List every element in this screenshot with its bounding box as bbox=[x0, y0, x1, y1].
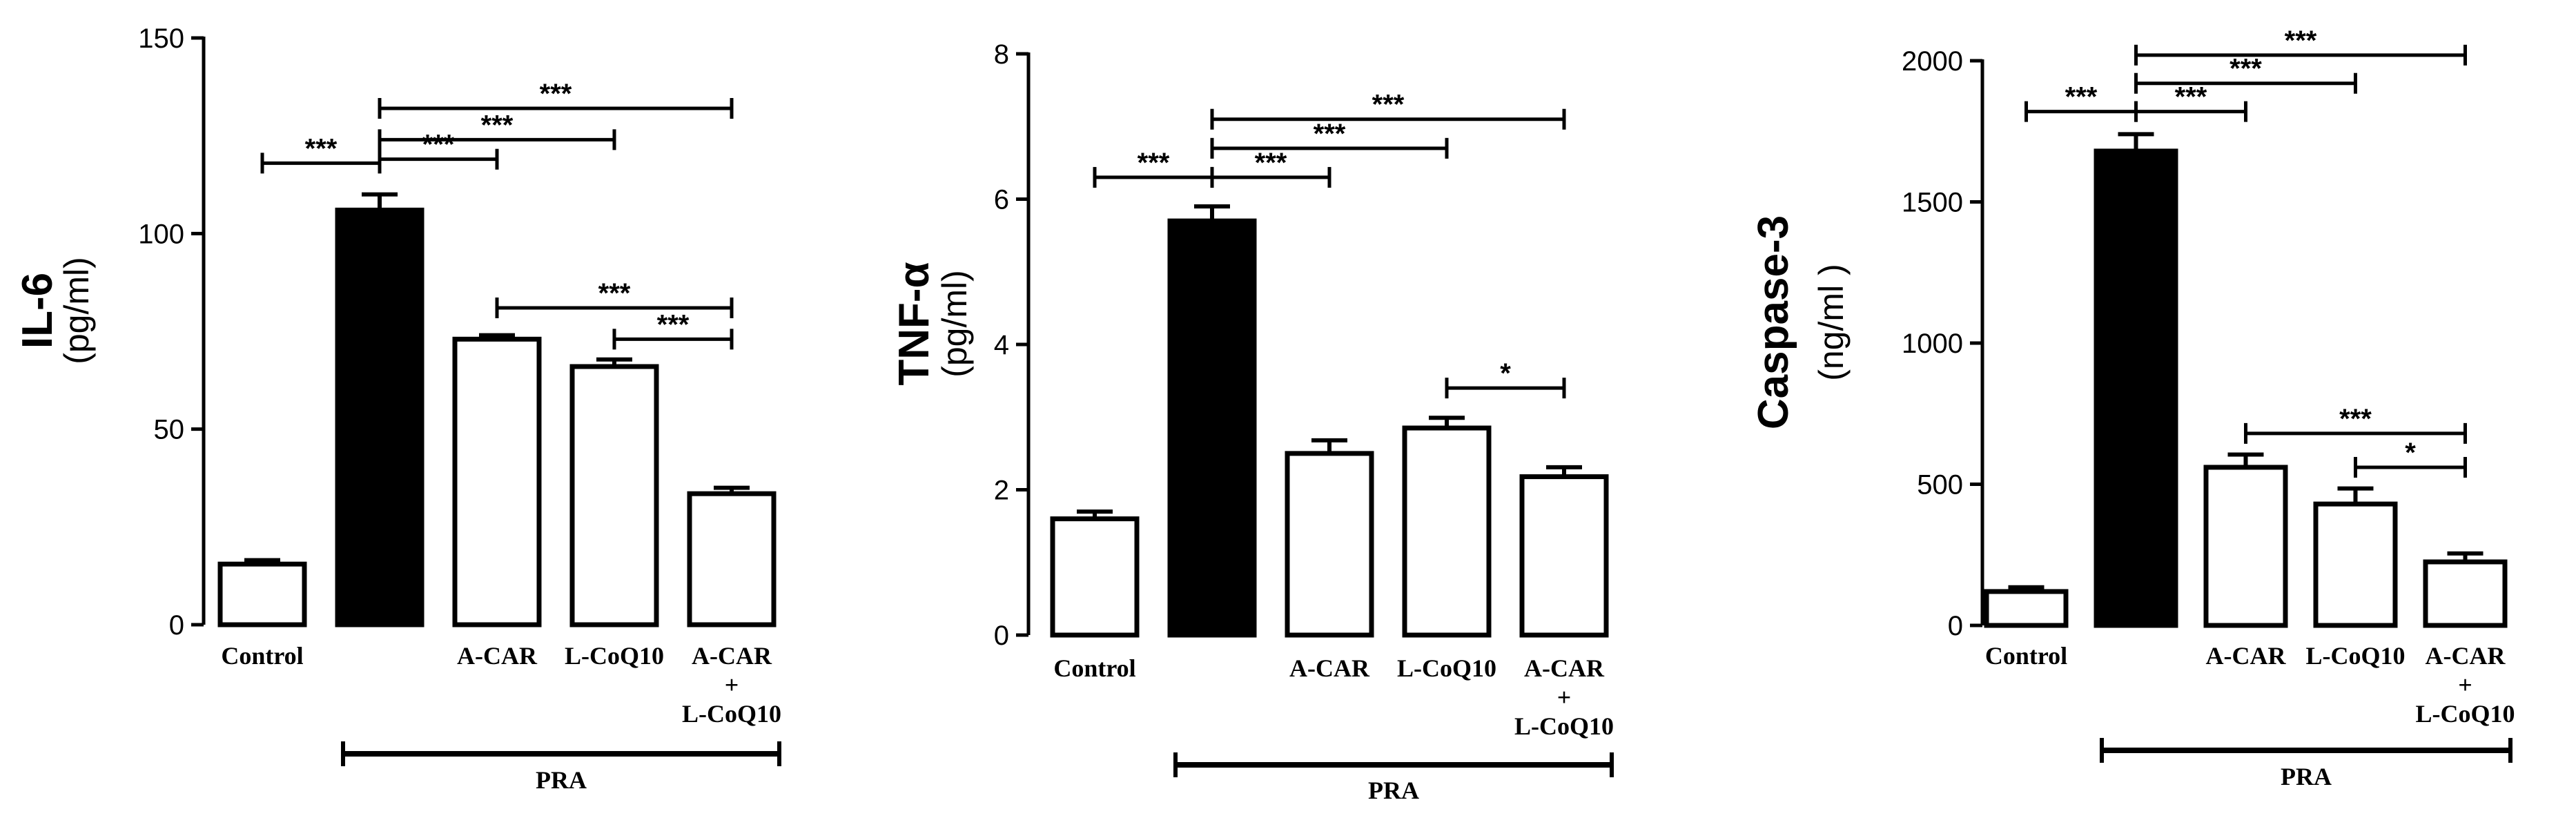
y-tick-label: 500 bbox=[1917, 470, 1963, 500]
significance-label: *** bbox=[1255, 148, 1287, 178]
group-label: PRA bbox=[536, 766, 587, 794]
y-axis-unit: (ng/ml ) bbox=[1812, 264, 1851, 380]
x-category-label: Control bbox=[1053, 654, 1135, 682]
bar bbox=[2313, 501, 2398, 628]
y-tick-label: 50 bbox=[154, 415, 185, 445]
group-label: PRA bbox=[1368, 777, 1419, 804]
il6-panel: 0 50 100 150 IL-6(pg/ml) Control A-CAR L-CoQ10 A… bbox=[14, 23, 781, 794]
y-axis-unit: (pg/ml) bbox=[935, 270, 974, 378]
x-category-label: A-CAR bbox=[1289, 654, 1370, 682]
y-tick-label: 0 bbox=[169, 610, 184, 641]
significance-label: *** bbox=[540, 79, 572, 109]
x-category-label: A-CAR bbox=[457, 642, 538, 670]
significance-label: *** bbox=[481, 110, 514, 140]
significance-label: *** bbox=[2175, 82, 2207, 113]
y-tick-label: 0 bbox=[994, 621, 1009, 651]
significance-label: *** bbox=[2065, 82, 2098, 113]
bar bbox=[1285, 451, 1374, 638]
significance-label: *** bbox=[1372, 90, 1405, 120]
significance-label: *** bbox=[305, 133, 338, 164]
y-tick-label: 8 bbox=[994, 39, 1009, 70]
significance-label: * bbox=[1500, 358, 1511, 389]
bar bbox=[687, 491, 777, 627]
y-tick-label: 1500 bbox=[1902, 188, 1963, 218]
bar bbox=[569, 364, 659, 627]
x-category-label: L-CoQ10 bbox=[565, 642, 664, 670]
significance-label: *** bbox=[422, 130, 455, 160]
y-axis-title: Caspase-3 bbox=[1750, 215, 1797, 429]
significance-label: *** bbox=[598, 278, 631, 309]
bar bbox=[2203, 465, 2288, 628]
y-tick-label: 2 bbox=[994, 476, 1009, 506]
bar bbox=[335, 207, 425, 627]
x-category-label: L-CoQ10 bbox=[2306, 642, 2406, 670]
y-tick-label: 100 bbox=[138, 219, 184, 249]
y-tick-label: 6 bbox=[994, 185, 1009, 215]
bar bbox=[2094, 148, 2178, 628]
x-category-label: L-CoQ10 bbox=[1397, 654, 1496, 682]
x-category-label: A-CAR + L-CoQ10 bbox=[682, 642, 781, 728]
y-tick-label: 2000 bbox=[1902, 46, 1963, 77]
x-category-label: Control bbox=[221, 642, 303, 670]
bar bbox=[452, 336, 542, 627]
y-tick-label: 150 bbox=[138, 23, 184, 54]
bar bbox=[1167, 218, 1257, 638]
bar bbox=[1402, 425, 1492, 638]
significance-label: *** bbox=[1314, 119, 1346, 149]
tnf-alpha-panel: 0 2 4 6 8 TNF-α(pg/ml) Control A-CAR L-CoQ10 A-CA… bbox=[890, 39, 1614, 804]
significance-label: *** bbox=[2229, 54, 2262, 84]
y-tick-label: 1000 bbox=[1902, 329, 1963, 359]
y-tick-label: 0 bbox=[1948, 611, 1963, 641]
x-category-label: A-CAR + L-CoQ10 bbox=[2416, 642, 2515, 728]
bar bbox=[1984, 589, 2069, 628]
y-axis-title: IL-6 bbox=[14, 273, 61, 349]
y-axis-title: TNF-α bbox=[890, 262, 938, 385]
significance-label: *** bbox=[657, 309, 690, 340]
caspase3-panel: 0 500 1000 1500 2000 Caspase-3 (ng/ml ) Control… bbox=[1750, 26, 2515, 790]
bar bbox=[217, 561, 307, 627]
bar bbox=[1050, 516, 1140, 638]
significance-label: *** bbox=[2285, 26, 2317, 56]
bar bbox=[2423, 559, 2508, 628]
x-category-label: A-CAR + L-CoQ10 bbox=[1514, 654, 1614, 740]
significance-label: *** bbox=[1138, 148, 1170, 178]
x-category-label: A-CAR bbox=[2206, 642, 2287, 670]
group-label: PRA bbox=[2281, 763, 2332, 790]
significance-label: *** bbox=[2339, 404, 2372, 434]
y-tick-label: 4 bbox=[994, 330, 1009, 360]
x-category-label: Control bbox=[1985, 642, 2067, 670]
bar bbox=[1519, 474, 1609, 638]
significance-label: * bbox=[2405, 438, 2416, 468]
y-axis-unit: (pg/ml) bbox=[57, 257, 96, 364]
